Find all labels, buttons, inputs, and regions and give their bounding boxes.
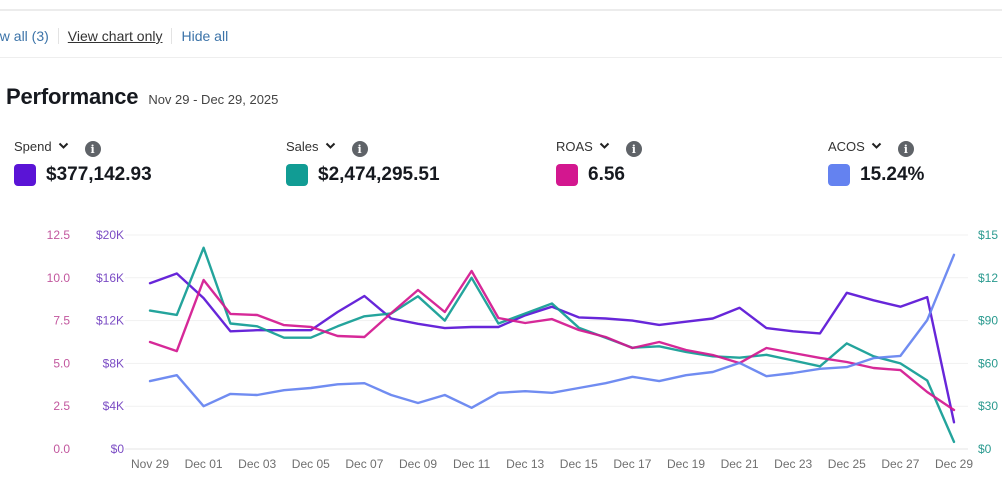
spend-axis-tick: $12K: [96, 314, 124, 328]
date-range: Nov 29 - Dec 29, 2025: [148, 92, 279, 107]
spend-axis-tick: $20K: [96, 228, 124, 242]
sales-value: $2,474,295.51: [318, 164, 440, 185]
x-axis-tick: Dec 09: [399, 457, 437, 471]
metric-sales: Sales i $2,474,295.51: [286, 137, 440, 186]
x-axis-tick: Nov 29: [131, 457, 169, 471]
x-axis-tick: Dec 07: [345, 457, 383, 471]
sales-axis-tick: $15: [978, 228, 998, 242]
metric-selector-sales[interactable]: Sales: [286, 138, 319, 154]
roas-series-line: [148, 269, 956, 412]
spend-axis-tick: $4K: [103, 399, 124, 413]
sales-axis-tick: $12: [978, 271, 998, 285]
separator: [171, 28, 173, 44]
roas-color-swatch: [556, 164, 578, 186]
divider: [0, 57, 1002, 58]
roas-axis-tick: 12.5: [47, 228, 71, 242]
spend-color-swatch: [14, 164, 36, 186]
spend-axis-tick: $16K: [96, 271, 124, 285]
metric-selector-acos[interactable]: ACOS: [828, 138, 865, 154]
x-axis-tick: Dec 23: [774, 457, 812, 471]
metric-acos: ACOS i 15.24%: [828, 137, 924, 186]
acos-value: 15.24%: [860, 164, 925, 185]
metric-roas: ROAS i 6.56: [556, 137, 642, 186]
roas-axis-tick: 5.0: [53, 356, 70, 370]
sales-axis-tick: $60: [978, 356, 998, 370]
show-all-link[interactable]: ow all (3): [0, 28, 49, 44]
x-axis-tick: Dec 21: [721, 457, 759, 471]
sales-axis-tick: $90: [978, 314, 998, 328]
roas-axis-tick: 10.0: [47, 271, 71, 285]
page-title: Performance: [6, 84, 139, 109]
spend-series-line: [148, 272, 956, 424]
hide-all-link[interactable]: Hide all: [181, 28, 229, 44]
metric-spend: Spend i $377,142.93: [14, 137, 152, 186]
sales-axis-tick: $30: [978, 399, 998, 413]
spend-value: $377,142.93: [46, 164, 152, 185]
info-icon[interactable]: i: [897, 141, 914, 157]
performance-chart: 0.0 2.5 5.0 7.5 10.0 12.5 $0 $4K $8K $12K $16K $20K…: [47, 228, 999, 471]
x-axis-tick: Dec 13: [506, 457, 544, 471]
roas-axis-tick: 0.0: [53, 442, 70, 456]
header: Performance Nov 29 - Dec 29, 2025: [6, 84, 278, 110]
chevron-down-icon[interactable]: [325, 142, 336, 150]
sales-axis-tick: $0: [978, 442, 992, 456]
x-axis-tick: Dec 17: [613, 457, 651, 471]
top-border: [0, 9, 1002, 11]
metric-selector-roas[interactable]: ROAS: [556, 138, 593, 154]
info-icon[interactable]: i: [84, 141, 101, 157]
spend-axis-tick: $0: [111, 442, 125, 456]
x-axis-tick: Dec 15: [560, 457, 598, 471]
acos-series-line: [148, 253, 956, 410]
roas-axis-tick: 7.5: [53, 314, 70, 328]
view-chart-only-link[interactable]: View chart only: [67, 28, 163, 44]
x-axis-tick: Dec 11: [453, 457, 490, 471]
chevron-down-icon[interactable]: [599, 142, 610, 150]
x-axis-tick: Dec 05: [292, 457, 330, 471]
x-axis-tick: Dec 19: [667, 457, 705, 471]
x-axis-tick: Dec 25: [828, 457, 866, 471]
roas-axis-tick: 2.5: [53, 399, 70, 413]
view-options: ow all (3) View chart only Hide all: [0, 28, 228, 44]
acos-color-swatch: [828, 164, 850, 186]
roas-value: 6.56: [588, 164, 625, 185]
sales-color-swatch: [286, 164, 308, 186]
x-axis-tick: Dec 29: [935, 457, 973, 471]
info-icon[interactable]: i: [351, 141, 368, 157]
separator: [57, 28, 59, 44]
info-icon[interactable]: i: [625, 141, 642, 157]
metric-selector-spend[interactable]: Spend: [14, 138, 52, 154]
x-axis-tick: Dec 27: [881, 457, 919, 471]
chevron-down-icon[interactable]: [58, 142, 69, 150]
x-axis-tick: Dec 03: [238, 457, 276, 471]
sales-series-line: [148, 246, 956, 444]
chevron-down-icon[interactable]: [871, 142, 882, 150]
x-axis-tick: Dec 01: [185, 457, 223, 471]
spend-axis-tick: $8K: [103, 356, 124, 370]
